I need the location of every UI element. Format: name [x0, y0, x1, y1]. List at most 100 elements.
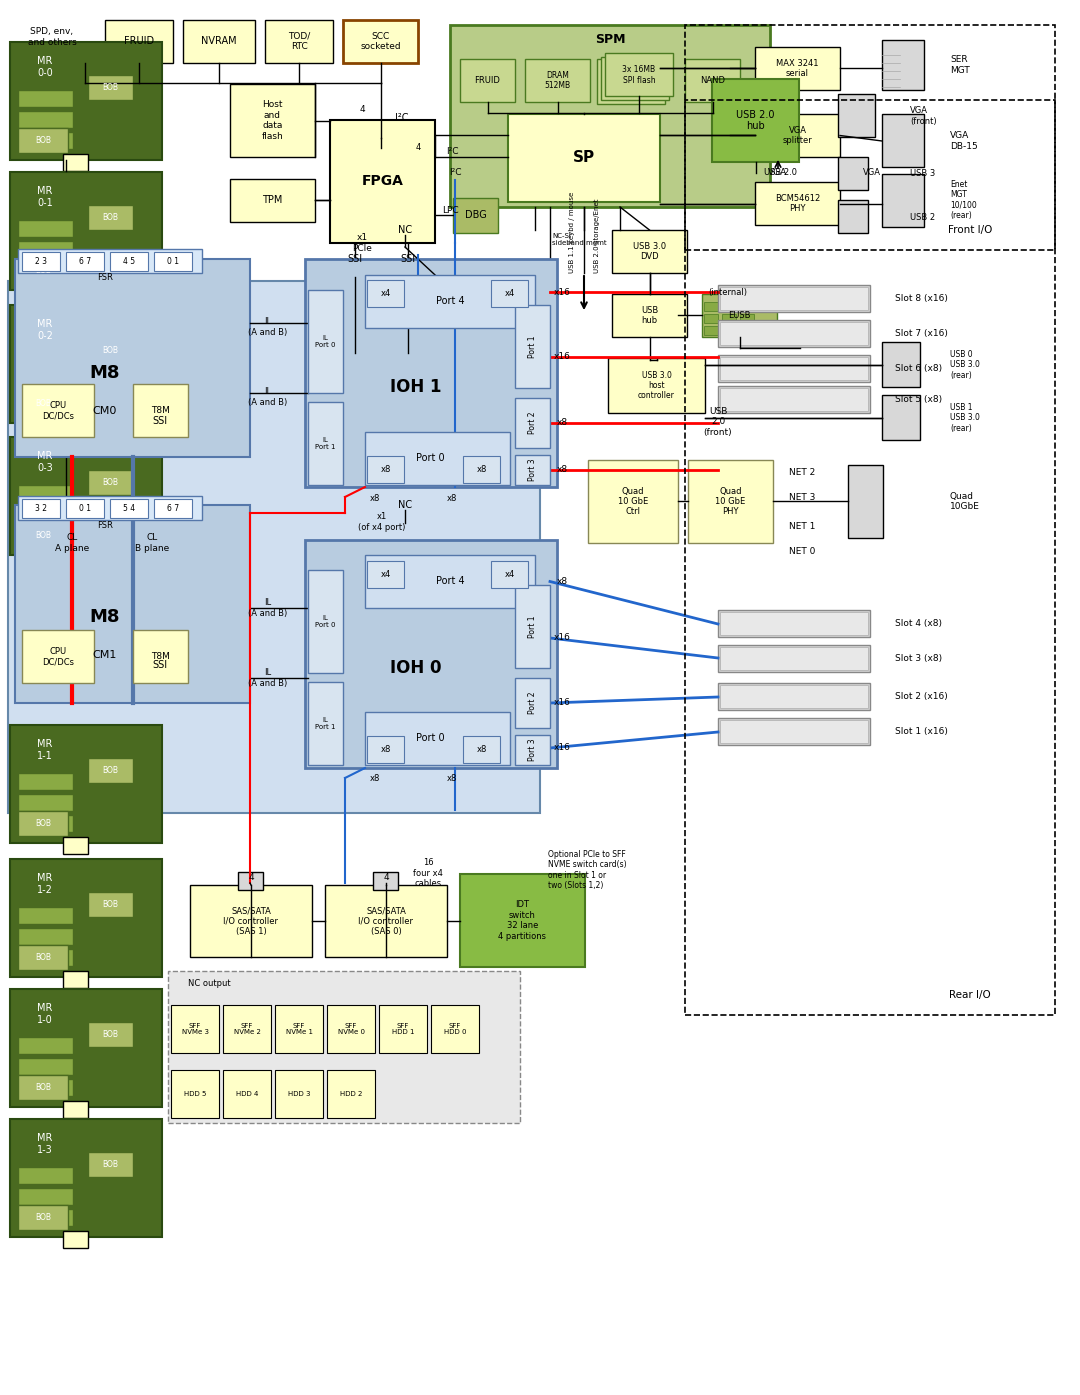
FancyBboxPatch shape — [154, 499, 192, 518]
FancyBboxPatch shape — [740, 326, 754, 335]
Text: x4: x4 — [380, 289, 391, 299]
FancyBboxPatch shape — [18, 944, 68, 970]
Text: x8: x8 — [380, 465, 391, 474]
FancyBboxPatch shape — [838, 93, 875, 137]
Text: Front I/O: Front I/O — [948, 225, 993, 234]
Text: x8: x8 — [476, 465, 487, 474]
Text: FSR: FSR — [97, 273, 113, 283]
Text: USB 3.0
DVD: USB 3.0 DVD — [633, 241, 666, 261]
Text: BOB: BOB — [102, 900, 118, 910]
FancyBboxPatch shape — [460, 59, 515, 102]
FancyBboxPatch shape — [63, 837, 87, 854]
FancyBboxPatch shape — [755, 114, 840, 158]
FancyBboxPatch shape — [327, 1070, 375, 1117]
Text: FPGA: FPGA — [362, 174, 404, 188]
Text: VGA: VGA — [768, 169, 787, 177]
FancyBboxPatch shape — [63, 1230, 87, 1249]
Text: SFF
NVMe 1: SFF NVMe 1 — [285, 1023, 312, 1035]
FancyBboxPatch shape — [87, 1023, 133, 1048]
Text: MR
1-0: MR 1-0 — [37, 1003, 53, 1025]
FancyBboxPatch shape — [491, 280, 528, 307]
FancyBboxPatch shape — [10, 859, 162, 976]
Text: EUSB: EUSB — [728, 311, 751, 319]
FancyBboxPatch shape — [367, 737, 404, 763]
Text: BOB: BOB — [35, 135, 51, 145]
Text: BOB: BOB — [102, 478, 118, 487]
FancyBboxPatch shape — [704, 301, 718, 311]
Text: Slot 1 (x16): Slot 1 (x16) — [895, 727, 948, 737]
FancyBboxPatch shape — [154, 252, 192, 271]
Text: IL
(A and B): IL (A and B) — [248, 668, 287, 688]
Text: SP: SP — [572, 151, 595, 166]
Text: Port 3: Port 3 — [528, 459, 537, 481]
FancyBboxPatch shape — [87, 338, 133, 363]
FancyBboxPatch shape — [882, 40, 924, 91]
FancyBboxPatch shape — [18, 949, 73, 965]
FancyBboxPatch shape — [63, 971, 87, 988]
FancyBboxPatch shape — [18, 128, 68, 153]
Text: MR
1-1: MR 1-1 — [37, 739, 53, 760]
FancyBboxPatch shape — [720, 357, 868, 379]
Bar — [168, 971, 519, 1123]
FancyBboxPatch shape — [133, 631, 188, 684]
Text: I²C: I²C — [395, 113, 408, 123]
FancyBboxPatch shape — [491, 561, 528, 589]
Text: BOB: BOB — [102, 82, 118, 92]
Text: SFF
NVMe 2: SFF NVMe 2 — [233, 1023, 260, 1035]
FancyBboxPatch shape — [238, 872, 264, 890]
Text: I²C: I²C — [446, 148, 458, 156]
Text: IOH 0: IOH 0 — [390, 658, 442, 677]
Text: 4 5: 4 5 — [123, 257, 135, 266]
FancyBboxPatch shape — [22, 499, 60, 518]
FancyBboxPatch shape — [18, 773, 73, 790]
FancyBboxPatch shape — [10, 989, 162, 1108]
FancyBboxPatch shape — [343, 20, 418, 63]
FancyBboxPatch shape — [18, 258, 68, 283]
Text: x8: x8 — [556, 578, 568, 586]
FancyBboxPatch shape — [720, 287, 868, 310]
FancyBboxPatch shape — [18, 485, 73, 502]
FancyBboxPatch shape — [720, 322, 868, 345]
FancyBboxPatch shape — [18, 1036, 73, 1055]
FancyBboxPatch shape — [325, 884, 447, 957]
FancyBboxPatch shape — [18, 794, 73, 810]
FancyBboxPatch shape — [612, 230, 687, 273]
FancyBboxPatch shape — [365, 555, 535, 608]
FancyBboxPatch shape — [718, 684, 870, 710]
Text: 6 7: 6 7 — [167, 504, 179, 513]
FancyBboxPatch shape — [718, 354, 870, 382]
FancyBboxPatch shape — [508, 114, 660, 202]
FancyBboxPatch shape — [18, 810, 68, 836]
Bar — [685, 100, 1055, 1016]
Text: CL
B plane: CL B plane — [135, 533, 170, 552]
FancyBboxPatch shape — [718, 285, 870, 312]
FancyBboxPatch shape — [10, 172, 162, 290]
Text: HDD 5: HDD 5 — [184, 1091, 206, 1096]
FancyBboxPatch shape — [720, 647, 868, 670]
Text: Quad
10 GbE
Ctrl: Quad 10 GbE Ctrl — [618, 487, 648, 516]
FancyBboxPatch shape — [18, 1189, 73, 1205]
FancyBboxPatch shape — [597, 59, 665, 105]
Text: x16: x16 — [554, 744, 570, 752]
FancyBboxPatch shape — [15, 259, 249, 458]
FancyBboxPatch shape — [18, 112, 73, 128]
Text: T8M: T8M — [151, 651, 170, 661]
FancyBboxPatch shape — [605, 53, 673, 96]
FancyBboxPatch shape — [87, 205, 133, 230]
Text: 4: 4 — [416, 144, 420, 152]
FancyBboxPatch shape — [63, 285, 87, 301]
FancyBboxPatch shape — [450, 25, 770, 206]
Text: BOB: BOB — [102, 213, 118, 222]
FancyBboxPatch shape — [431, 1004, 480, 1053]
FancyBboxPatch shape — [87, 1152, 133, 1177]
FancyBboxPatch shape — [10, 1119, 162, 1237]
Text: x8: x8 — [447, 494, 457, 504]
Text: DRAM
512MB: DRAM 512MB — [544, 71, 570, 91]
FancyBboxPatch shape — [18, 248, 202, 273]
FancyBboxPatch shape — [222, 1070, 271, 1117]
FancyBboxPatch shape — [723, 326, 735, 335]
Text: CPU
DC/DCs: CPU DC/DCs — [42, 400, 75, 420]
Text: x8: x8 — [556, 466, 568, 474]
Text: x4: x4 — [504, 289, 515, 299]
Text: MR
0-3: MR 0-3 — [37, 451, 53, 473]
